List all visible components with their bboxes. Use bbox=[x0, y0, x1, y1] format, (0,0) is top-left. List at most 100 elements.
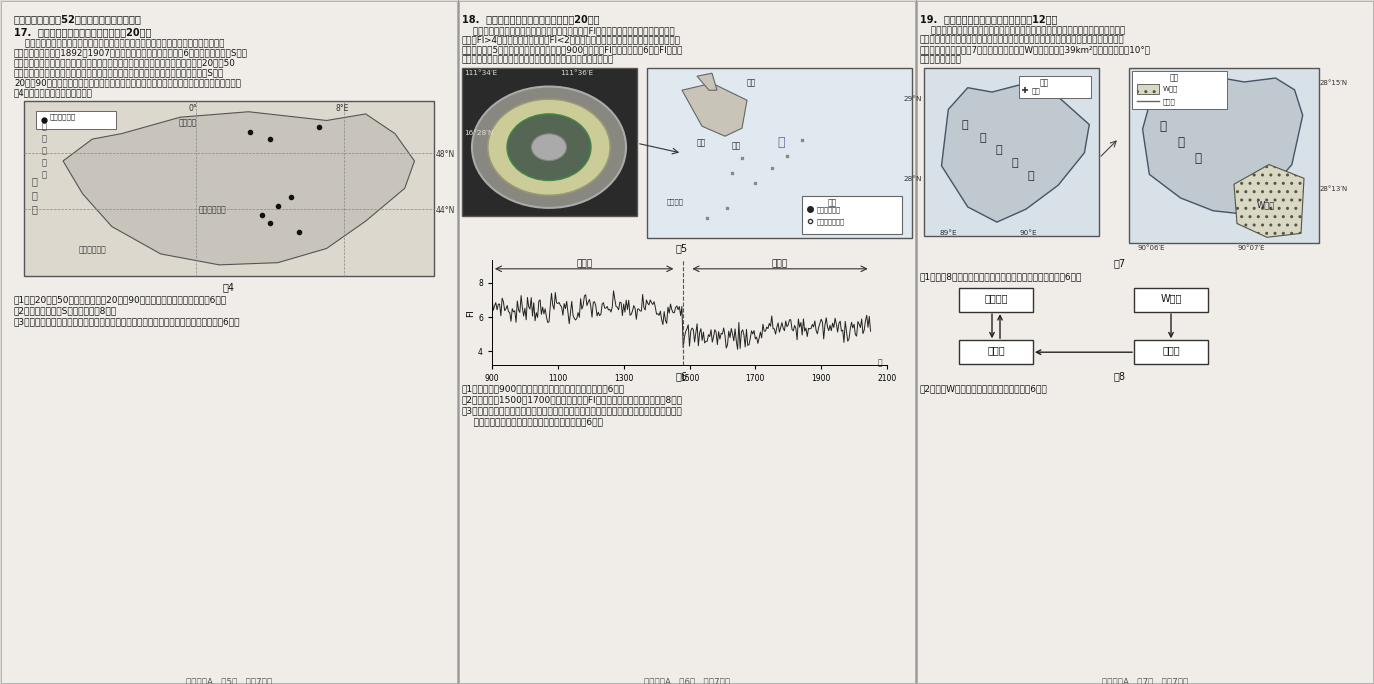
Ellipse shape bbox=[488, 99, 610, 196]
Text: 出水口: 出水口 bbox=[1162, 98, 1176, 105]
Text: 错: 错 bbox=[1194, 153, 1201, 166]
Text: 20世纪90年代，法国在敦刻尔克港附近建成欧洲最大的炼铝厂，该厂使用核电作为主要能源。: 20世纪90年代，法国在敦刻尔克港附近建成欧洲最大的炼铝厂，该厂使用核电作为主要… bbox=[14, 78, 240, 87]
Text: 图6: 图6 bbox=[676, 371, 688, 381]
Polygon shape bbox=[697, 73, 717, 90]
Bar bbox=[1020, 76, 1091, 98]
Text: 28°N: 28°N bbox=[904, 176, 922, 182]
Text: 料，可以循环使用。1892～1907年，法国在莫里耶讷河谷建立了6家电解铝厂，其中S厂生: 料，可以循环使用。1892～1907年，法国在莫里耶讷河谷建立了6家电解铝厂，其… bbox=[14, 49, 247, 58]
Text: 岛羚羊礁（图5）的岩芯为材料，重建了公元900年以来的FI变化序列（图6）。FI值随海: 岛羚羊礁（图5）的岩芯为材料，重建了公元900年以来的FI变化序列（图6）。FI… bbox=[462, 46, 683, 55]
Bar bbox=[1138, 84, 1160, 94]
Text: 旺错为年楚河源头（图7），与桑旺错相连的W冰川面积约为39km²，平均坡度小于10°，: 旺错为年楚河源头（图7），与桑旺错相连的W冰川面积约为39km²，平均坡度小于1… bbox=[921, 46, 1151, 55]
Text: 产技术至今一直保持世界领先。自此，小型铝厂逐渐在水电丰富的南部山区集聚。20世纪50: 产技术至今一直保持世界领先。自此，小型铝厂逐渐在水电丰富的南部山区集聚。20世纪… bbox=[14, 59, 236, 68]
Text: 南: 南 bbox=[778, 136, 785, 149]
Text: 标：当FI>4时，适合珊瑚生长；当FI<2时，不适合珊瑚生长。某研究团队以南海西沙群: 标：当FI>4时，适合珊瑚生长；当FI<2时，不适合珊瑚生长。某研究团队以南海西… bbox=[462, 36, 682, 44]
Text: 19.  阅读图文资料，完成下列要求。（12分）: 19. 阅读图文资料，完成下列要求。（12分） bbox=[921, 14, 1058, 24]
Text: 18.  阅读图文资料，完成下列要求。（20分）: 18. 阅读图文资料，完成下列要求。（20分） bbox=[462, 14, 599, 24]
Text: 8°E: 8°E bbox=[335, 104, 349, 113]
Bar bbox=[23, 101, 434, 276]
Text: 17.  阅读图文资料，完成下列要求。（20分）: 17. 阅读图文资料，完成下列要求。（20分） bbox=[14, 27, 151, 37]
Bar bbox=[462, 68, 638, 216]
Ellipse shape bbox=[532, 134, 566, 161]
Text: 英: 英 bbox=[43, 123, 47, 132]
Polygon shape bbox=[63, 111, 415, 265]
Text: 桑: 桑 bbox=[1160, 120, 1167, 133]
Text: （2）分析W冰川水体更新周期长的原因。（6分）: （2）分析W冰川水体更新周期长的原因。（6分） bbox=[921, 384, 1048, 393]
Text: 地理试卷A   第6页   （共7页）: 地理试卷A 第6页 （共7页） bbox=[644, 677, 730, 684]
Text: 图4: 图4 bbox=[223, 282, 235, 292]
Text: 海口: 海口 bbox=[747, 78, 756, 87]
Text: （3）在全球能源紧张和低碳发展背景下，法国铝业生产应如何应对？提出你的建议。（6分）: （3）在全球能源紧张和低碳发展背景下，法国铝业生产应如何应对？提出你的建议。（6… bbox=[14, 318, 240, 327]
Text: 年: 年 bbox=[962, 120, 969, 130]
Bar bbox=[923, 68, 1099, 236]
Text: 楚河位于喜马拉雅山脉北麓，其上游有大面积冰川，冰川末端发育了众多冰川湖，其中桑: 楚河位于喜马拉雅山脉北麓，其上游有大面积冰川，冰川末端发育了众多冰川湖，其中桑 bbox=[921, 36, 1125, 44]
Text: 年: 年 bbox=[877, 358, 882, 367]
Text: （1）在图8中，用箭头补充示意各水体之间的补给关系。（6分）: （1）在图8中，用箭头补充示意各水体之间的补给关系。（6分） bbox=[921, 272, 1083, 281]
Text: 珊瑚多发育在光照充足、水质清澈的温暖浅海中。FI指数是评估珊瑚生长环境的重要指: 珊瑚多发育在光照充足、水质清澈的温暖浅海中。FI指数是评估珊瑚生长环境的重要指 bbox=[462, 26, 675, 35]
Bar bbox=[802, 196, 901, 234]
Text: 图5: 图5 bbox=[676, 244, 688, 253]
FancyBboxPatch shape bbox=[959, 288, 1033, 312]
Text: 洋: 洋 bbox=[32, 204, 38, 214]
Text: 90°06′E: 90°06′E bbox=[1138, 245, 1165, 251]
Text: 年楚河: 年楚河 bbox=[987, 345, 1004, 355]
Text: 省级行政中心: 省级行政中心 bbox=[818, 206, 841, 213]
Text: 河: 河 bbox=[996, 145, 1003, 155]
Text: （2）说明法国保留S厂的原因。（8分）: （2）说明法国保留S厂的原因。（8分） bbox=[14, 307, 117, 316]
Polygon shape bbox=[941, 84, 1090, 222]
Text: 水体更新周期长。: 水体更新周期长。 bbox=[921, 55, 962, 64]
Text: 寒冷期: 寒冷期 bbox=[772, 259, 789, 268]
Text: 图8: 图8 bbox=[1114, 371, 1127, 381]
Text: 44°N: 44°N bbox=[436, 207, 455, 215]
Text: 90°E: 90°E bbox=[1020, 231, 1036, 236]
Text: 111°36′E: 111°36′E bbox=[561, 70, 594, 76]
Text: 111°34′E: 111°34′E bbox=[464, 70, 497, 76]
Text: 图7: 图7 bbox=[1114, 258, 1127, 268]
Text: 莫里耶讷河谷: 莫里耶讷河谷 bbox=[199, 206, 227, 215]
Text: 冰川: 冰川 bbox=[1032, 87, 1040, 94]
Text: 三亚: 三亚 bbox=[697, 138, 706, 147]
Text: 曾母暗沙: 曾母暗沙 bbox=[666, 198, 684, 205]
Text: 图例: 图例 bbox=[1039, 78, 1048, 87]
Bar bbox=[647, 68, 912, 238]
Bar bbox=[1129, 68, 1319, 244]
Text: 地级市行政中心: 地级市行政中心 bbox=[818, 218, 845, 225]
Text: 水体更新周期是指水体在参与水循环过程中全部水量被交替更新一次所需的时间。年: 水体更新周期是指水体在参与水循环过程中全部水量被交替更新一次所需的时间。年 bbox=[921, 26, 1125, 35]
Text: 地理试卷A   第5页   （共7页）: 地理试卷A 第5页 （共7页） bbox=[185, 677, 272, 684]
Text: 29°N: 29°N bbox=[904, 96, 922, 102]
Text: 桑旺错: 桑旺错 bbox=[1162, 345, 1180, 355]
Text: （1）评价公元900年以来羚羊礁海域珊瑚的生长环境。（6分）: （1）评价公元900年以来羚羊礁海域珊瑚的生长环境。（6分） bbox=[462, 384, 625, 393]
Text: 90°07′E: 90°07′E bbox=[1237, 245, 1264, 251]
Text: 西: 西 bbox=[32, 189, 38, 200]
Polygon shape bbox=[1234, 165, 1304, 237]
Bar bbox=[1132, 71, 1227, 109]
Text: 流: 流 bbox=[1013, 158, 1018, 168]
Polygon shape bbox=[1143, 76, 1303, 213]
Text: 28°13′N: 28°13′N bbox=[1320, 186, 1348, 192]
Text: 铝是全球产量最大的有色金属，是国民经济建设、航空航天和国防工业发展的重要原材: 铝是全球产量最大的有色金属，是国民经济建设、航空航天和国防工业发展的重要原材 bbox=[14, 39, 224, 48]
Text: 大气降水: 大气降水 bbox=[984, 293, 1007, 303]
Text: 48°N: 48°N bbox=[436, 150, 455, 159]
Ellipse shape bbox=[473, 86, 627, 208]
Text: 0°: 0° bbox=[188, 104, 196, 113]
Text: 图例: 图例 bbox=[827, 198, 837, 207]
FancyBboxPatch shape bbox=[1134, 288, 1208, 312]
Text: 域: 域 bbox=[1028, 171, 1035, 181]
Text: W冰川: W冰川 bbox=[1162, 86, 1179, 92]
FancyBboxPatch shape bbox=[959, 340, 1033, 364]
Text: 28°15′N: 28°15′N bbox=[1320, 80, 1348, 86]
Text: （1）与20世纪50年代相比，指出20世纪90年代法国铝业布局的变化。（6分）: （1）与20世纪50年代相比，指出20世纪90年代法国铝业布局的变化。（6分） bbox=[14, 295, 227, 305]
Text: 敦刻尔克: 敦刻尔克 bbox=[179, 119, 198, 128]
Text: 比利牛斯山脉: 比利牛斯山脉 bbox=[78, 246, 107, 255]
Text: 年代后，由于环保要求的提高，这些小型铝厂陆续关闭，莫里耶讷河谷电解铝业仅剩S厂。: 年代后，由于环保要求的提高，这些小型铝厂陆续关闭，莫里耶讷河谷电解铝业仅剩S厂。 bbox=[14, 68, 224, 77]
Text: W冰川: W冰川 bbox=[1160, 293, 1182, 303]
Text: 海: 海 bbox=[43, 159, 47, 168]
Text: （2）说明公元1500～1700年间羚羊礁海域FI指数处于低值的自然原因。（8分）: （2）说明公元1500～1700年间羚羊礁海域FI指数处于低值的自然原因。（8分… bbox=[462, 395, 683, 404]
Text: 楚: 楚 bbox=[980, 133, 985, 143]
Text: 域营养物质的增多而降低，营养物质数量与冬季风强度呈正相关。: 域营养物质的增多而降低，营养物质数量与冬季风强度呈正相关。 bbox=[462, 55, 614, 64]
Text: 旺: 旺 bbox=[1178, 136, 1184, 149]
FancyBboxPatch shape bbox=[1134, 340, 1208, 364]
Text: W冰川: W冰川 bbox=[1257, 200, 1275, 209]
Bar bbox=[459, 1, 915, 683]
Bar bbox=[916, 1, 1373, 683]
Text: 铝业生产基地: 铝业生产基地 bbox=[49, 114, 76, 120]
